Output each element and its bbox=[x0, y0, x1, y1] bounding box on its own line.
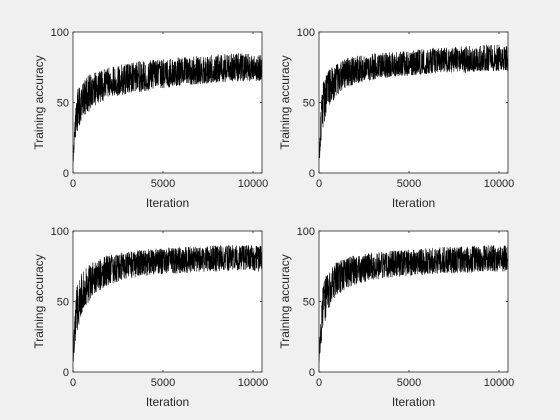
y-tick-label: 50 bbox=[303, 297, 315, 309]
x-axis-label: Iteration bbox=[146, 395, 189, 409]
x-axis-label: Iteration bbox=[146, 196, 189, 210]
y-axis-label: Training accuracy bbox=[278, 254, 292, 348]
y-tick-label: 50 bbox=[303, 98, 315, 110]
x-tick-label: 10000 bbox=[484, 178, 515, 190]
subplot-bottom-right: 0 5000 10000 0 50 100 Iteration Training accura… bbox=[278, 226, 514, 409]
series-line bbox=[73, 245, 262, 363]
y-tick-label: 0 bbox=[309, 367, 315, 379]
x-tick-label: 10000 bbox=[238, 178, 269, 190]
x-axis-label: Iteration bbox=[392, 196, 435, 210]
x-tick-label: 0 bbox=[70, 377, 76, 389]
y-tick-label: 0 bbox=[309, 168, 315, 180]
x-tick-label: 10000 bbox=[238, 377, 269, 389]
series-line bbox=[73, 53, 262, 165]
x-tick-label: 5000 bbox=[151, 178, 175, 190]
y-axis-label: Training accuracy bbox=[278, 55, 292, 149]
x-tick-label: 0 bbox=[70, 178, 76, 190]
series-line bbox=[319, 245, 508, 363]
subplot-top-left: 0 5000 10000 0 50 100 Iteration Training accura… bbox=[32, 27, 268, 210]
x-tick-label: 0 bbox=[316, 178, 322, 190]
y-tick-label: 50 bbox=[57, 98, 69, 110]
subplot-bottom-left: 0 5000 10000 0 50 100 Iteration Training accura… bbox=[32, 226, 268, 409]
y-axis-label: Training accuracy bbox=[32, 254, 46, 348]
x-tick-label: 5000 bbox=[151, 377, 175, 389]
x-tick-label: 0 bbox=[316, 377, 322, 389]
x-tick-label: 5000 bbox=[397, 178, 421, 190]
axes-background bbox=[73, 32, 262, 173]
subplot-top-right: 0 5000 10000 0 50 100 Iteration Training accura… bbox=[278, 27, 514, 210]
x-tick-label: 10000 bbox=[484, 377, 515, 389]
x-tick-label: 5000 bbox=[397, 377, 421, 389]
x-axis-label: Iteration bbox=[392, 395, 435, 409]
series-line bbox=[319, 44, 508, 159]
y-tick-label: 100 bbox=[51, 27, 69, 39]
y-axis-label: Training accuracy bbox=[32, 55, 46, 149]
y-tick-label: 0 bbox=[63, 367, 69, 379]
y-tick-label: 100 bbox=[297, 27, 315, 39]
y-tick-label: 0 bbox=[63, 168, 69, 180]
y-tick-label: 100 bbox=[51, 226, 69, 238]
y-tick-label: 100 bbox=[297, 226, 315, 238]
y-tick-label: 50 bbox=[57, 297, 69, 309]
